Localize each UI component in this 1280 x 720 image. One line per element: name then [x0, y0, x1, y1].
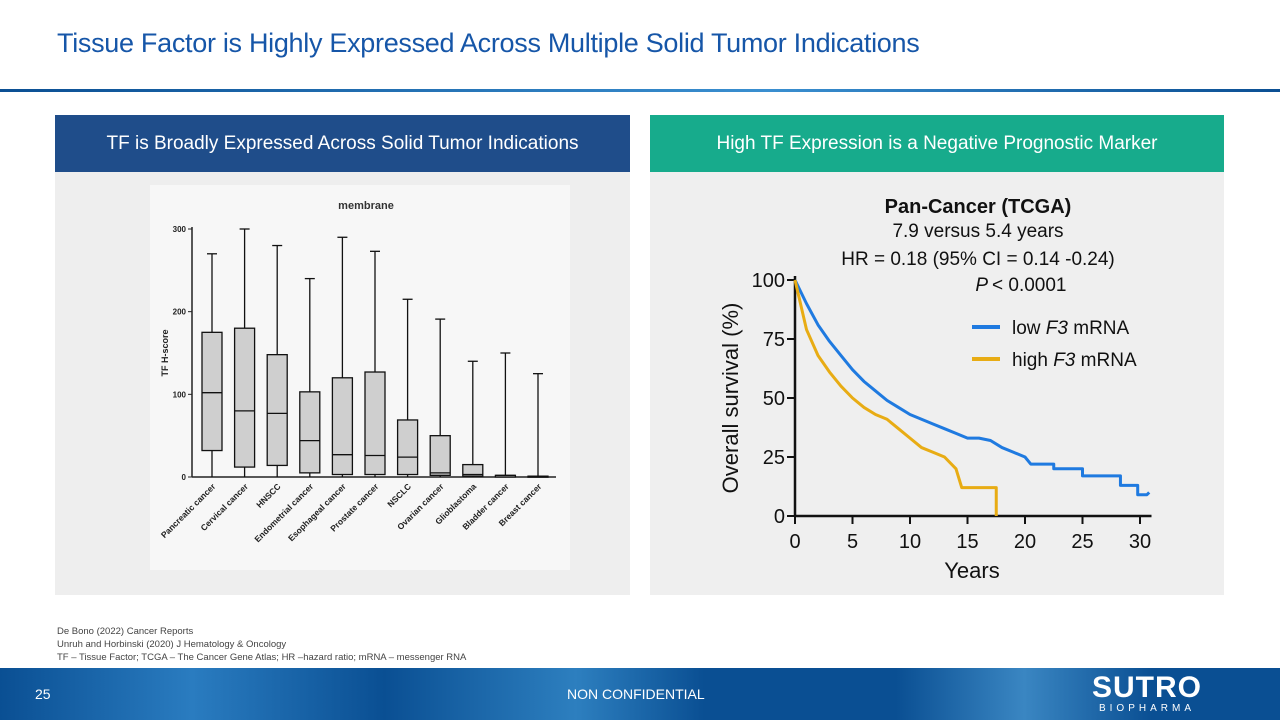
- box-plot-chart: membrane TF H-score 0 100 200 300 Pancreatic…: [159, 200, 556, 544]
- x-tick-label: HNSCC: [254, 481, 282, 509]
- x-tick-label: 25: [1071, 531, 1093, 553]
- low-f3-curve: [793, 279, 1151, 497]
- box-endometrial-cancer: [299, 391, 321, 474]
- references: De Bono (2022) Cancer Reports Unruh and …: [57, 625, 466, 664]
- high-f3-curve: [793, 279, 998, 516]
- abbreviations: TF – Tissue Factor; TCGA – The Cancer Ge…: [57, 652, 467, 663]
- x-tick-label: 5: [847, 531, 858, 553]
- footer-band: [0, 668, 1280, 720]
- km-p-value: < 0.0001: [992, 275, 1067, 296]
- box-chart-ylabel: TF H-score: [160, 329, 170, 376]
- y-tick-label: 100: [173, 390, 187, 399]
- y-tick-label: 300: [173, 225, 187, 234]
- y-tick-label: 25: [763, 447, 785, 469]
- box-nsclc: [396, 419, 419, 476]
- reference-2: Unruh and Horbinski (2020) J Hematology …: [57, 639, 287, 650]
- reference-1: De Bono (2022) Cancer Reports: [57, 626, 194, 637]
- survival-chart: Pan-Cancer (TCGA) 7.9 versus 5.4 years H…: [718, 196, 1152, 583]
- x-tick-label: 20: [1014, 531, 1036, 553]
- right-panel: [650, 172, 1224, 595]
- y-tick-label: 75: [763, 329, 785, 351]
- page-number: 25: [35, 686, 51, 702]
- km-ylabel: Overall survival (%): [718, 303, 743, 494]
- slide-title: Tissue Factor is Highly Expressed Across…: [57, 28, 920, 58]
- box-esophageal-cancer: [331, 377, 354, 476]
- right-panel-header: High TF Expression is a Negative Prognos…: [650, 115, 1224, 172]
- x-tick-label: 15: [956, 531, 978, 553]
- x-tick-label: Esophageal cancer: [286, 481, 348, 543]
- x-tick-label: 0: [789, 531, 800, 553]
- y-tick-label: 200: [173, 308, 187, 317]
- legend-label-low: low F3 mRNA: [1012, 318, 1130, 339]
- km-xlabel: Years: [944, 558, 999, 583]
- sutro-logo: SUTRO BIOPHARMA: [1092, 671, 1202, 715]
- km-subtitle-1: 7.9 versus 5.4 years: [892, 221, 1063, 242]
- x-tick-label: Endometrial cancer: [252, 481, 315, 544]
- legend-label-high: high F3 mRNA: [1012, 350, 1137, 371]
- km-legend: low F3 mRNA high F3 mRNA: [972, 318, 1137, 371]
- box-chart-title: membrane: [338, 200, 394, 212]
- box-glioblastoma: [462, 463, 484, 477]
- title-divider: [0, 89, 1280, 92]
- box-pancreatic-cancer: [201, 331, 223, 452]
- confidentiality-label: NON CONFIDENTIAL: [567, 686, 705, 702]
- km-p-label: P: [975, 275, 988, 296]
- box-prostate-cancer: [364, 371, 386, 476]
- box-hnscc: [266, 354, 288, 467]
- box-ovarian-cancer: [429, 435, 451, 476]
- left-panel-header: TF is Broadly Expressed Across Solid Tum…: [55, 115, 630, 172]
- y-tick-label: 100: [752, 270, 785, 292]
- x-tick-label: NSCLC: [385, 481, 413, 509]
- km-subtitle-2: HR = 0.18 (95% CI = 0.14 -0.24): [841, 249, 1115, 270]
- x-tick-label: 10: [899, 531, 921, 553]
- x-tick-label: Pancreatic cancer: [159, 481, 218, 540]
- box-cervical-cancer: [233, 327, 256, 468]
- km-title: Pan-Cancer (TCGA): [885, 196, 1072, 218]
- y-tick-label: 0: [182, 473, 187, 482]
- x-tick-label: 30: [1129, 531, 1151, 553]
- y-tick-label: 50: [763, 388, 785, 410]
- y-tick-label: 0: [774, 506, 785, 528]
